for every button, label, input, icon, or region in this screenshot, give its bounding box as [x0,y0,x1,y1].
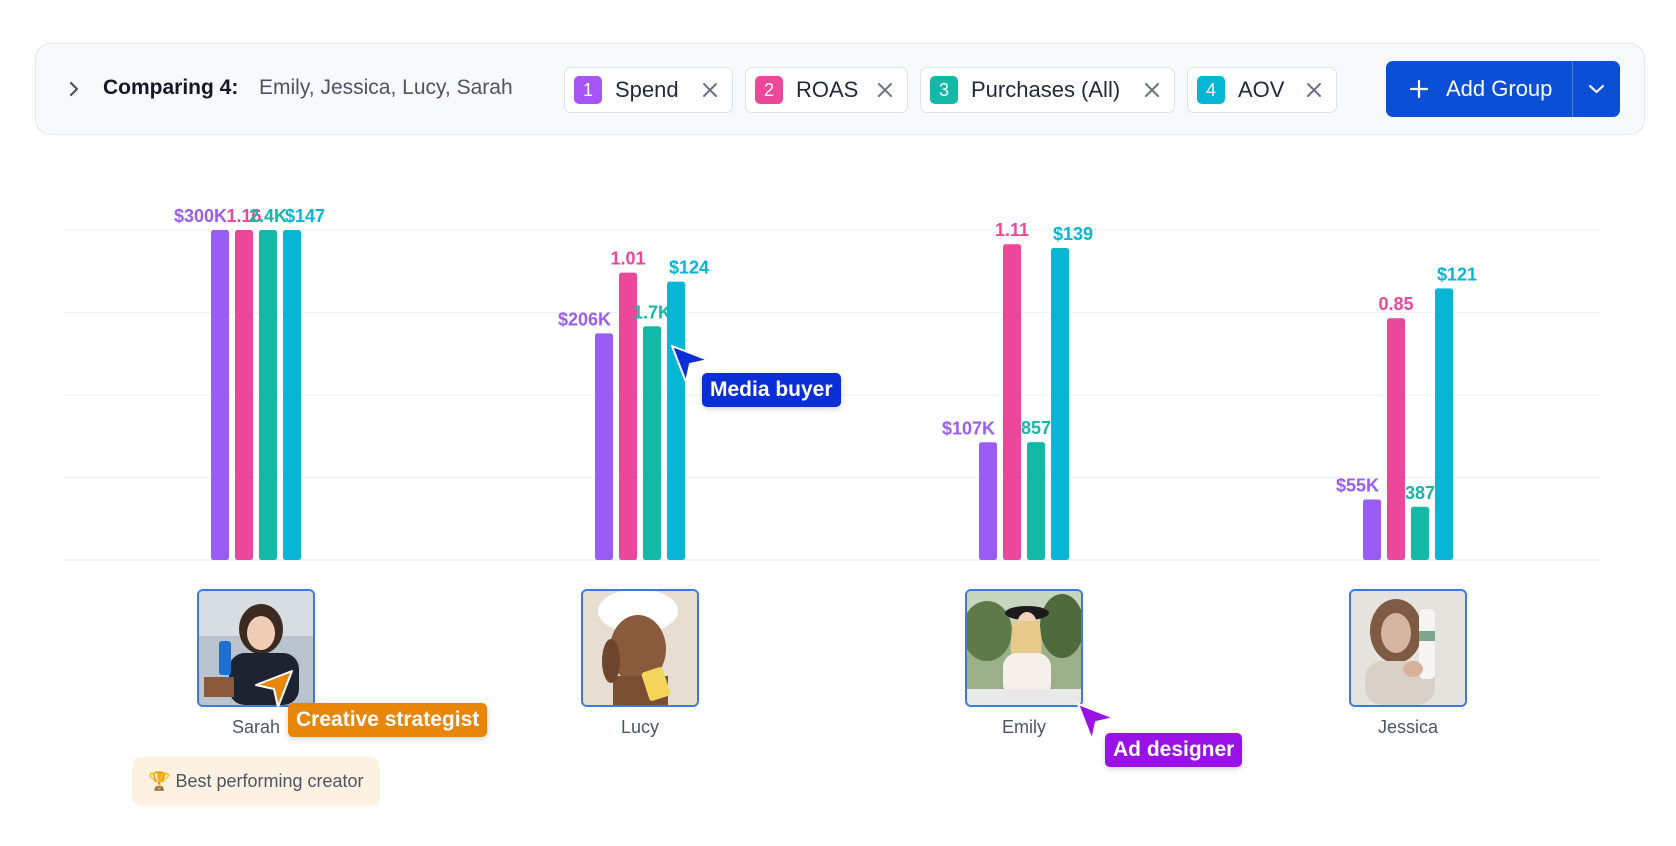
metric-badge: 2 [755,76,783,104]
bar-aov-lucy[interactable] [667,281,685,560]
data-label: $300K [174,206,227,226]
bar-chart: $300K $206K $107K $55K 1.16 1.01 1.11 0.85 2.4K 1… [64,206,1600,561]
data-label: $206K [558,309,611,329]
collaborator-tag-ad-designer: Ad designer [1105,733,1243,767]
chevron-right-icon [69,81,79,97]
bar-purchases-all-lucy[interactable] [643,326,661,560]
bar-aov-sarah[interactable] [283,230,301,560]
creator-name: Emily [1002,717,1046,737]
comparing-names: Emily, Jessica, Lucy, Sarah [259,76,513,99]
close-icon[interactable] [700,80,720,100]
close-icon[interactable] [1304,80,1324,100]
trophy-icon: 🏆 [148,771,171,791]
data-label: $139 [1053,224,1093,244]
bar-spend-lucy[interactable] [595,333,613,560]
comparing-label: Comparing 4: [103,76,239,99]
metric-label: AOV [1238,77,1285,102]
bar-roas-lucy[interactable] [619,272,637,560]
bar-roas-emily[interactable] [1003,244,1021,561]
metric-badge: 1 [574,76,602,104]
expand-toggle[interactable] [60,74,88,104]
best-performer-note: 🏆 Best performing creator [132,757,380,806]
data-label: $107K [942,418,995,438]
data-label: 0.85 [1378,294,1413,314]
bar-aov-emily[interactable] [1051,247,1069,561]
metric-badge: 3 [930,76,958,104]
avatar[interactable] [965,589,1083,707]
data-label: 1.7K [633,302,671,322]
creator-card-jessica[interactable]: Jessica [1347,589,1469,738]
data-label: $147 [285,206,325,226]
data-label: 1.11 [995,220,1029,240]
creator-name: Sarah [231,717,281,737]
metric-chip-roas[interactable]: 2 ROAS [745,67,908,113]
pointer-cursor-icon [1077,703,1115,741]
add-group-button[interactable]: Add Group [1386,61,1620,117]
avatar[interactable] [581,589,699,707]
bar-spend-emily[interactable] [979,442,997,560]
best-performer-text: Best performing creator [175,771,364,791]
metric-badge: 4 [1197,76,1225,104]
data-label: 387 [1405,483,1435,503]
comparison-toolbar: Comparing 4: Emily, Jessica, Lucy, Sarah… [35,43,1645,135]
metric-chip-aov[interactable]: 4 AOV [1187,67,1337,113]
chevron-down-icon [1588,84,1605,94]
collaborator-tag-creative-strategist: Creative strategist [288,703,488,737]
metric-label: ROAS [796,77,859,102]
data-label: 1.01 [610,249,645,269]
data-label: $55K [1336,476,1379,496]
data-label: 857 [1021,418,1051,438]
close-icon[interactable] [1142,80,1162,100]
metric-label: Purchases (All) [971,77,1121,102]
button-divider [1572,61,1573,117]
bar-aov-jessica[interactable] [1435,288,1453,560]
bar-purchases-all-jessica[interactable] [1411,506,1429,560]
creator-name: Lucy [620,717,660,737]
bar-purchases-all-sarah[interactable] [259,230,277,560]
collaborator-tag-media-buyer: Media buyer [702,373,841,407]
creator-name: Jessica [1377,717,1439,737]
creator-card-lucy[interactable]: Lucy [579,589,701,738]
metric-chip-spend[interactable]: 1 Spend [564,67,733,113]
bar-roas-sarah[interactable] [235,230,253,560]
metric-label: Spend [615,77,679,102]
avatar[interactable] [1349,589,1467,707]
close-icon[interactable] [875,80,895,100]
add-group-label: Add Group [1446,76,1553,101]
pointer-cursor-icon [671,345,709,383]
creator-card-emily[interactable]: Emily [963,589,1085,738]
bar-spend-sarah[interactable] [211,230,229,560]
data-label: $121 [1437,264,1477,284]
bar-purchases-all-emily[interactable] [1027,442,1045,560]
data-label: 2.4K [249,206,287,226]
data-label: 1.16 [226,206,261,226]
plus-icon [1409,79,1429,99]
pointer-cursor-icon [255,670,293,708]
add-group-menu-button[interactable] [1573,61,1620,117]
bar-spend-jessica[interactable] [1363,499,1381,561]
metric-chip-purchases[interactable]: 3 Purchases (All) [920,67,1175,113]
data-label: $124 [669,258,709,278]
bar-roas-jessica[interactable] [1387,318,1405,560]
